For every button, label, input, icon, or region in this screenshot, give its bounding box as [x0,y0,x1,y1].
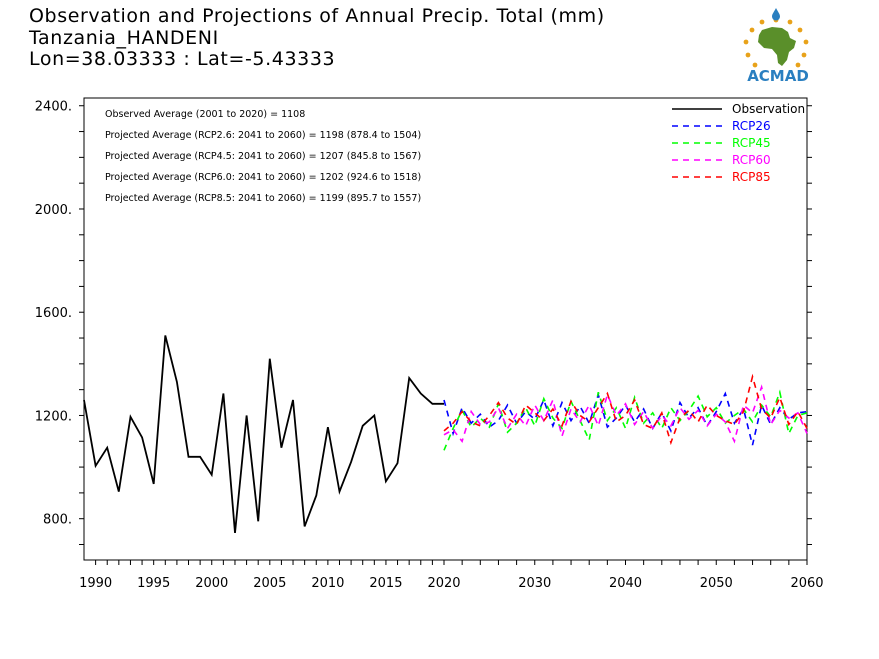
water-drop-icon [772,8,780,21]
title-line-1: Observation and Projections of Annual Pr… [29,5,605,27]
plot-frame [83,97,808,561]
x-tick-label: 2010 [311,576,344,591]
series-line-observation [83,335,444,533]
annotations: Observed Average (2001 to 2020) = 1108 Pr… [105,109,421,204]
x-tick-label: 2060 [790,576,823,591]
x-tick-label: 1995 [137,576,170,591]
x-tick-label: 2020 [427,576,460,591]
y-tick-label: 1600. [35,306,72,321]
y-tick-label: 1200. [35,409,72,424]
legend-label: RCP26 [732,119,771,133]
legend-label: Observation [732,102,805,116]
logo-text: ACMAD [747,67,809,84]
x-tick-label: 2030 [518,576,551,591]
x-tick-label: 1990 [79,576,112,591]
legend-label: RCP45 [732,136,771,150]
y-tick-label: 800. [43,513,72,528]
annotation-line: Observed Average (2001 to 2020) = 1108 [105,109,305,120]
x-tick-label: 2000 [195,576,228,591]
x-tick-label: 2005 [253,576,286,591]
chart-title: Observation and Projections of Annual Pr… [29,5,605,71]
legend-label: RCP85 [732,170,771,184]
x-tick-label: 2050 [700,576,733,591]
annotation-line: Projected Average (RCP6.0: 2041 to 2060)… [105,172,421,183]
annotation-line: Projected Average (RCP4.5: 2041 to 2060)… [105,151,421,162]
series-line-rcp60 [443,384,808,444]
y-tick-label: 2000. [35,203,72,218]
series-lines [83,335,808,533]
legend: Observation RCP26 RCP45 RCP60 RCP85 [672,102,805,184]
annotation-line: Projected Average (RCP2.6: 2041 to 2060)… [105,130,421,141]
annotation-line: Projected Average (RCP8.5: 2041 to 2060)… [105,193,421,204]
legend-label: RCP60 [732,153,771,167]
x-tick-label: 2015 [369,576,402,591]
series-line-rcp85 [443,373,808,446]
title-line-3: Lon=38.03333 : Lat=-5.43333 [29,48,336,70]
africa-map-icon [758,27,796,66]
x-tick-label: 2040 [609,576,642,591]
title-line-2: Tanzania_HANDENI [29,26,219,49]
acmad-logo: ACMAD [743,8,809,84]
y-tick-label: 2400. [35,100,72,115]
axes: 800. 1200. 1600. 2000. 2400. 1990 1995 2000 2005… [35,97,824,591]
